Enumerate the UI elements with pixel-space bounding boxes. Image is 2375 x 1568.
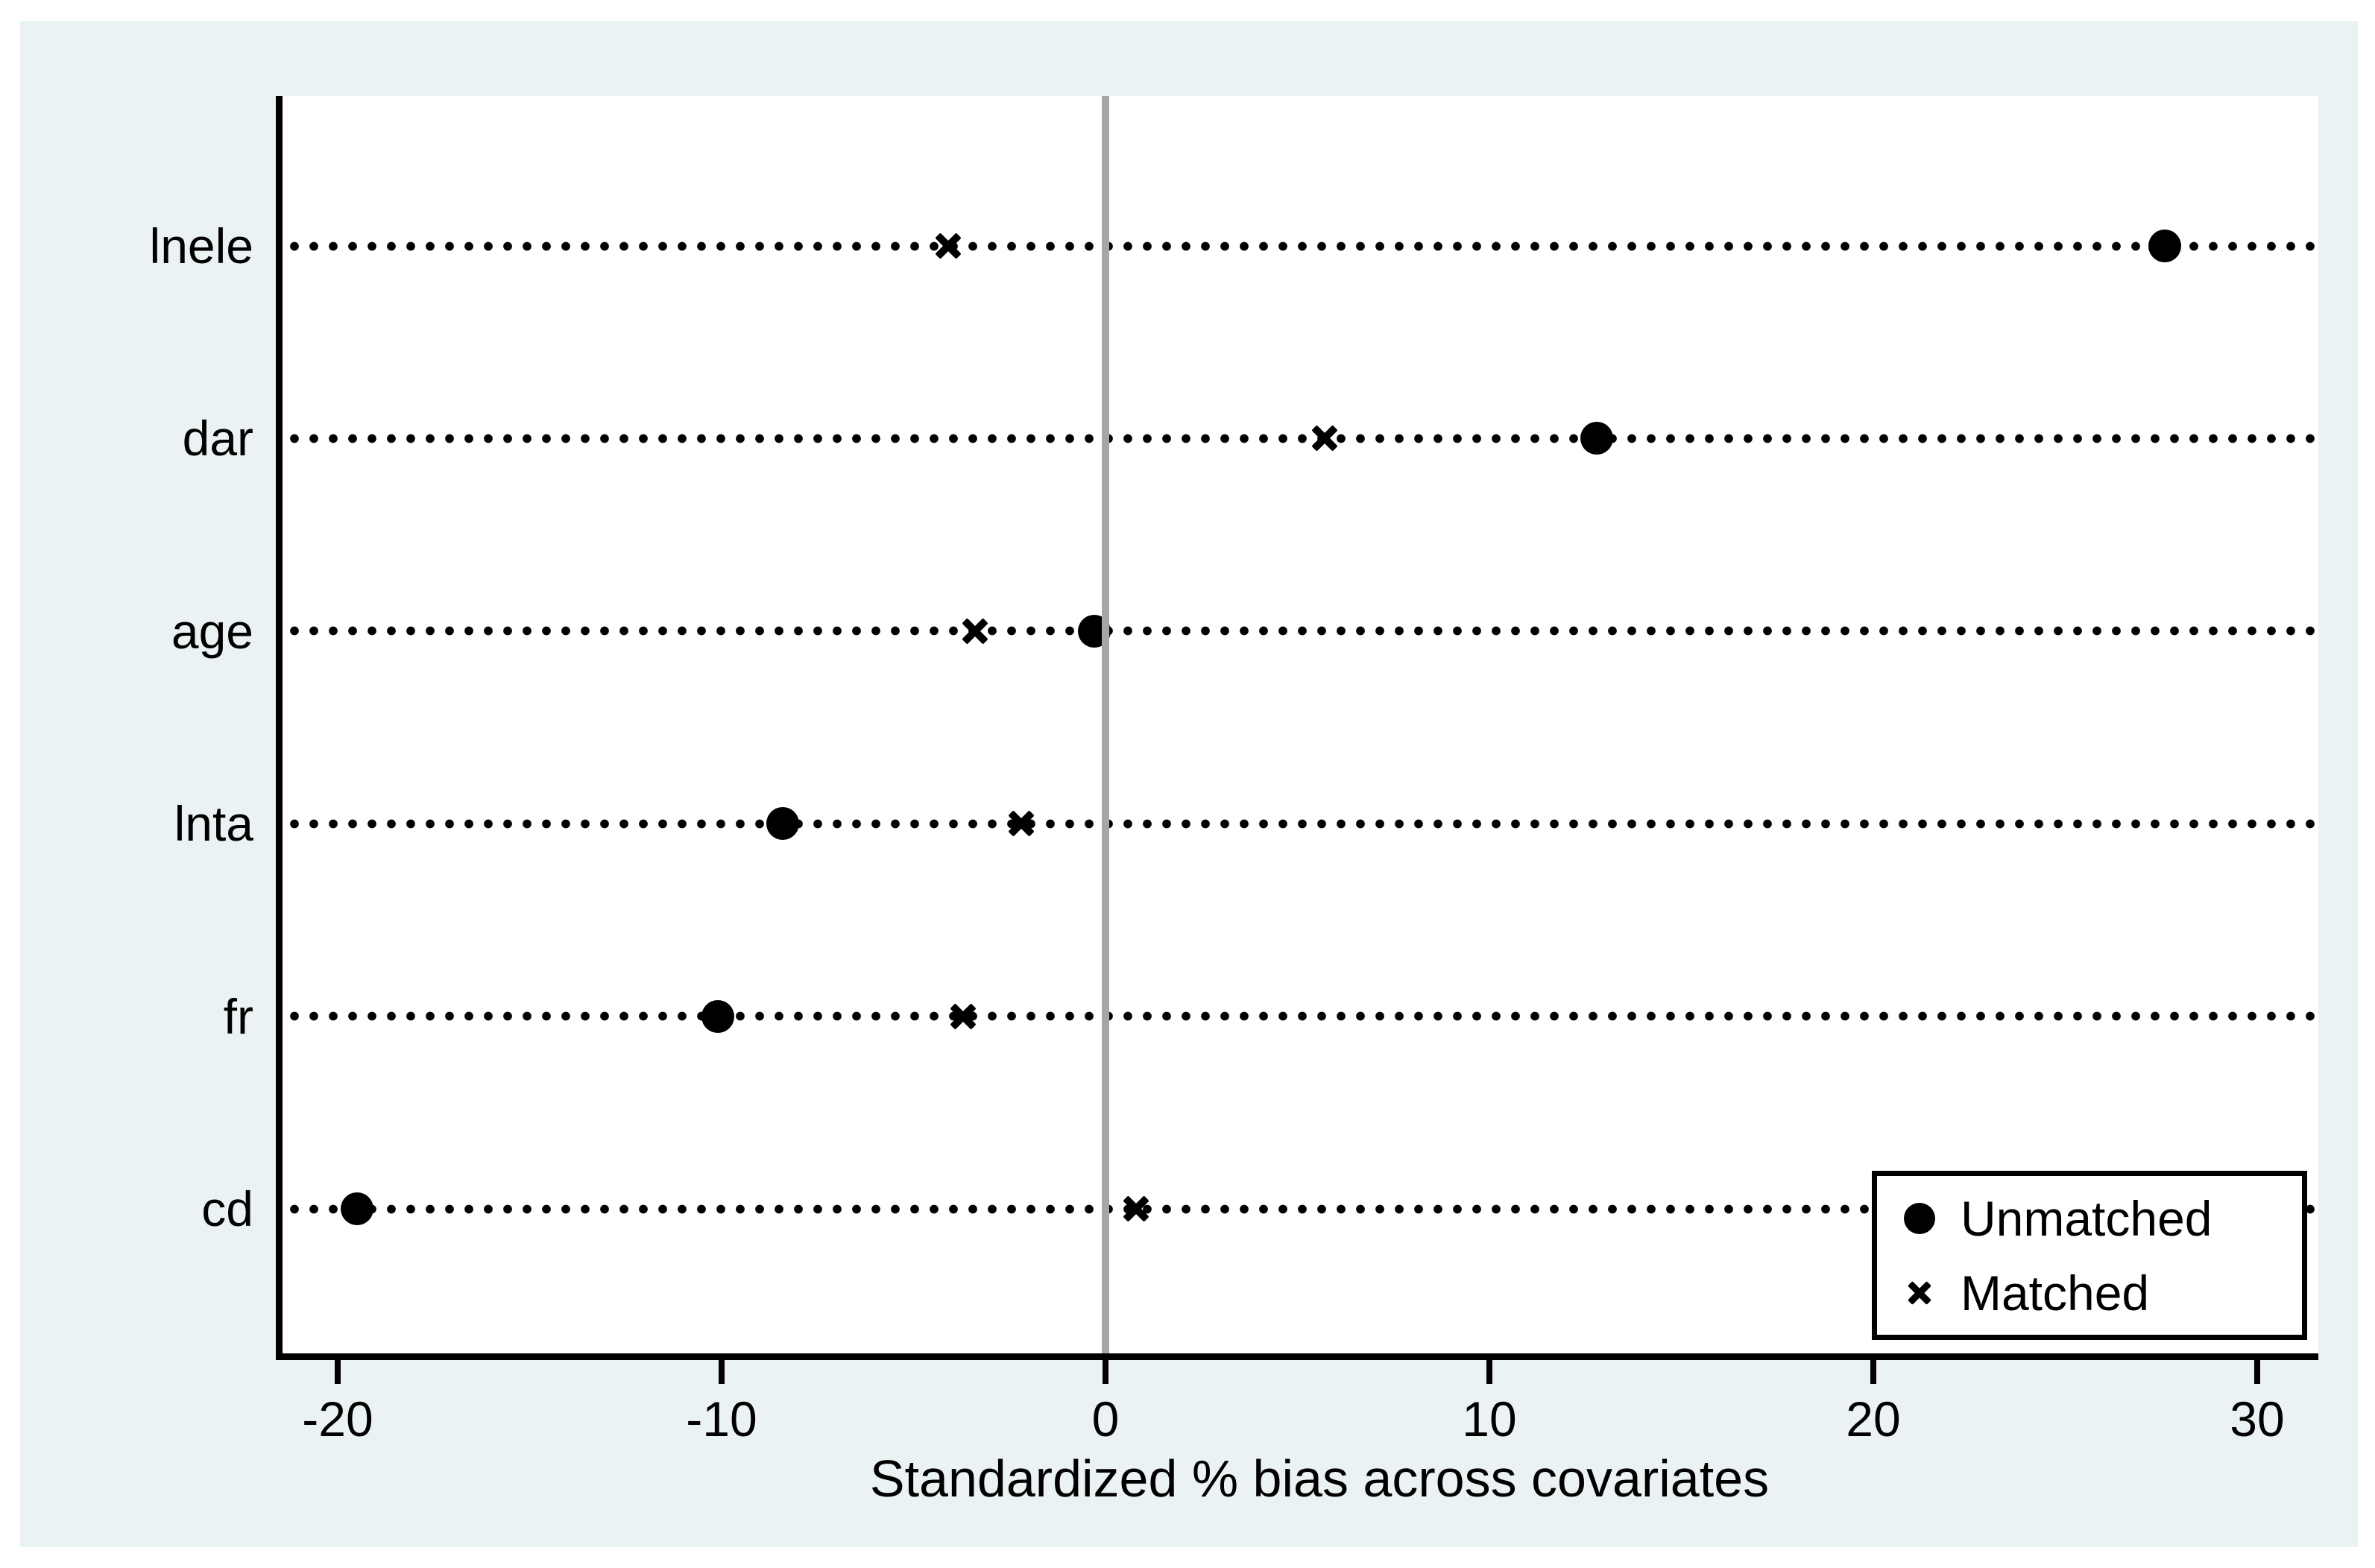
unmatched-circle-marker — [1580, 422, 1614, 455]
x-tick-mark — [335, 1360, 341, 1384]
y-axis-category-label: fr — [223, 988, 253, 1044]
x-tick-mark — [2254, 1360, 2260, 1384]
x-tick-label: 20 — [1846, 1391, 1901, 1447]
x-tick-mark — [719, 1360, 725, 1384]
y-axis-category-label: age — [171, 603, 253, 659]
x-tick-label: 0 — [1091, 1391, 1120, 1447]
matched-x-marker — [962, 618, 988, 645]
dotted-leader-line — [285, 1011, 2318, 1022]
x-axis-title: Standardized % bias across covariates — [869, 1450, 1770, 1508]
x-tick-label: 10 — [1462, 1391, 1517, 1447]
plot-area — [279, 96, 2318, 1356]
dotted-leader-line — [285, 433, 2318, 443]
dotted-leader-line — [285, 818, 2318, 829]
matched-x-marker — [950, 1003, 977, 1030]
y-axis-category-label: lnele — [149, 218, 253, 274]
legend-item-matched: Matched — [1887, 1265, 2302, 1321]
unmatched-circle-marker — [340, 1192, 373, 1225]
figure-background-panel: lnele dar age lnta fr cd -20 -10 0 10 20 30 Standar… — [20, 21, 2358, 1547]
x-marker-icon — [1907, 1280, 1932, 1306]
unmatched-circle-marker — [2148, 230, 2182, 262]
y-axis-category-label: cd — [201, 1181, 253, 1236]
matched-x-marker — [1311, 425, 1338, 452]
legend-item-unmatched: Unmatched — [1887, 1190, 2302, 1247]
y-axis-line — [276, 96, 283, 1360]
legend: Unmatched Matched — [1872, 1171, 2307, 1340]
dotted-leader-line — [285, 626, 2318, 636]
legend-label-unmatched: Unmatched — [1961, 1190, 2212, 1246]
dotted-leader-line — [285, 1204, 2318, 1214]
x-tick-mark — [1870, 1360, 1876, 1384]
legend-marker-cell — [1887, 1271, 1952, 1315]
unmatched-circle-marker — [766, 807, 800, 841]
legend-label-matched: Matched — [1961, 1265, 2150, 1321]
x-tick-mark — [1486, 1360, 1492, 1384]
x-tick-label: -20 — [302, 1391, 373, 1447]
dotted-leader-line — [285, 241, 2318, 251]
x-axis-line — [276, 1353, 2318, 1360]
circle-marker-icon — [1904, 1202, 1935, 1234]
matched-x-marker — [1008, 810, 1035, 837]
legend-marker-cell — [1887, 1196, 1952, 1241]
zero-reference-line — [1102, 96, 1109, 1353]
y-axis-category-label: lnta — [174, 796, 253, 852]
matched-x-marker — [1123, 1195, 1149, 1222]
matched-x-marker — [935, 233, 962, 259]
x-tick-mark — [1103, 1360, 1108, 1384]
x-tick-label: -10 — [686, 1391, 757, 1447]
unmatched-circle-marker — [701, 999, 734, 1033]
x-tick-label: 30 — [2230, 1391, 2285, 1447]
y-axis-category-label: dar — [182, 411, 253, 467]
